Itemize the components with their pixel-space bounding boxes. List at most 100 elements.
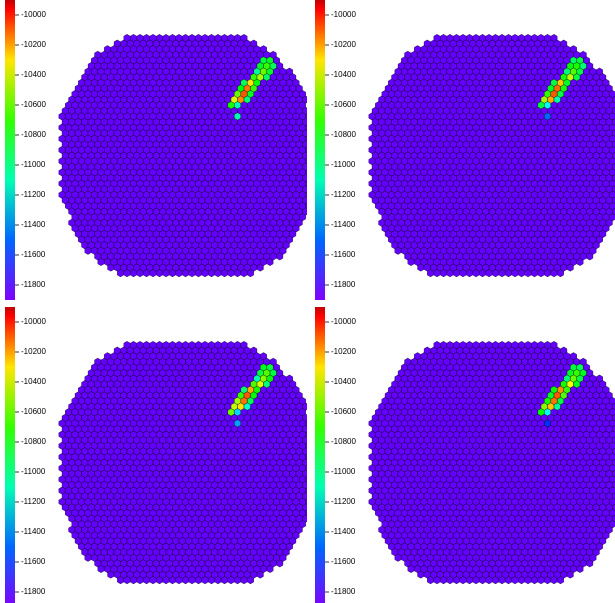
hex-cell-hot — [234, 419, 241, 428]
color-bar-tick-label: -11200 — [21, 190, 46, 199]
color-bar-tick-label: -10600 — [331, 407, 356, 416]
hex-cell — [485, 269, 493, 278]
hex-cell-hot — [553, 95, 561, 104]
color-bar-tick-label: -11000 — [331, 467, 356, 476]
hex-cell — [305, 169, 307, 176]
hex-cell — [305, 431, 307, 438]
color-bar — [315, 0, 325, 300]
hex-cell — [305, 476, 307, 483]
hex-cell-hot — [234, 408, 241, 417]
hex-cell — [175, 269, 183, 278]
hex-cell — [612, 174, 615, 182]
hex-cell-hot — [544, 112, 551, 121]
hex-cell — [162, 576, 170, 585]
color-bar-tick-label: -10400 — [331, 70, 356, 79]
hex-cell-hot — [227, 101, 235, 110]
hex-cell — [505, 269, 512, 278]
hex-cell — [537, 269, 545, 278]
hex-cell — [214, 269, 222, 278]
hex-cell — [612, 163, 615, 171]
hex-cell — [136, 576, 144, 585]
hex-cell — [305, 124, 307, 131]
hex-cell — [407, 258, 415, 266]
hex-cell — [305, 136, 307, 142]
panel: -10000-10200-10400-10600-10800-11000-112… — [315, 307, 615, 603]
hex-cell — [612, 208, 615, 216]
hex-cell — [214, 576, 222, 585]
hex-cell — [550, 269, 558, 278]
hex-cell — [195, 576, 202, 585]
color-bar-tick-label: -11000 — [21, 467, 46, 476]
color-bar-tick-label: -10200 — [21, 40, 46, 49]
hex-cell — [256, 570, 264, 579]
hex-cell — [612, 152, 615, 160]
hex-cell — [305, 454, 307, 460]
hex-cell — [305, 443, 307, 449]
hex-cell — [117, 576, 124, 585]
color-bar — [5, 307, 15, 603]
hex-cell — [427, 269, 434, 278]
hex-cell-hot — [243, 402, 251, 411]
hex-cell — [305, 113, 307, 120]
color-bar — [5, 0, 15, 300]
hex-cell — [531, 269, 538, 278]
color-bar-tick-label: -10400 — [21, 377, 46, 386]
color-bar-tick-label: -10000 — [331, 317, 356, 326]
color-bar-tick-label: -11600 — [331, 557, 356, 566]
hex-cell — [566, 263, 574, 272]
hex-cell-hot — [243, 95, 251, 104]
hex-cell — [188, 269, 196, 278]
hex-cell — [305, 499, 307, 505]
hex-cell — [394, 246, 402, 255]
hex-cell — [498, 269, 506, 278]
hex-cell — [557, 269, 564, 278]
hex-cell — [123, 269, 131, 278]
hex-cell — [586, 252, 594, 261]
color-bar-tick-label: -11800 — [21, 280, 46, 289]
color-bar-tick-label: -10600 — [21, 100, 46, 109]
hex-cell — [511, 269, 519, 278]
hex-cell — [479, 269, 486, 278]
hex-cell — [208, 576, 215, 585]
color-bar-tick-label: -10800 — [21, 437, 46, 446]
hex-cell — [276, 252, 284, 261]
hex-cell-hot — [227, 408, 235, 417]
color-bar-tick-label: -11000 — [331, 160, 356, 169]
hex-cell — [182, 269, 189, 278]
hex-cell — [130, 576, 137, 585]
color-bar-tick-label: -11600 — [21, 557, 46, 566]
hex-cell — [305, 158, 307, 164]
panel: -10000-10200-10400-10600-10800-11000-112… — [5, 307, 307, 603]
color-bar-tick-label: -11200 — [21, 497, 46, 506]
hex-cell — [234, 269, 241, 278]
color-bar-tick-label: -11400 — [21, 220, 46, 229]
hex-cell — [612, 96, 615, 104]
color-bar-tick-label: -10600 — [21, 407, 46, 416]
hex-cell — [149, 576, 157, 585]
hex-cell — [107, 570, 115, 579]
hex-cell — [612, 140, 615, 148]
color-bar-tick-label: -10000 — [21, 10, 46, 19]
hex-cell — [256, 263, 264, 272]
hex-cell — [221, 576, 228, 585]
hex-cell — [446, 269, 454, 278]
hex-cell — [305, 420, 307, 427]
color-bar-tick-label: -10200 — [331, 347, 356, 356]
hex-cell — [156, 576, 163, 585]
color-bar-tick-label: -11400 — [331, 527, 356, 536]
color-bar-tick-label: -10800 — [21, 130, 46, 139]
color-bar-tick-label: -10800 — [331, 130, 356, 139]
hex-cell — [143, 576, 150, 585]
hex-cell — [544, 269, 551, 278]
color-bar-tick-label: -10000 — [21, 317, 46, 326]
hex-cell — [266, 565, 274, 573]
hex-cell — [612, 196, 615, 204]
hex-cell — [143, 269, 150, 278]
hex-cell — [440, 269, 447, 278]
color-bar-tick-label: -10200 — [331, 40, 356, 49]
hex-cell — [305, 192, 307, 198]
color-bar-tick-label: -10600 — [331, 100, 356, 109]
hex-cell — [227, 269, 235, 278]
hex-cell-hot — [263, 380, 271, 389]
